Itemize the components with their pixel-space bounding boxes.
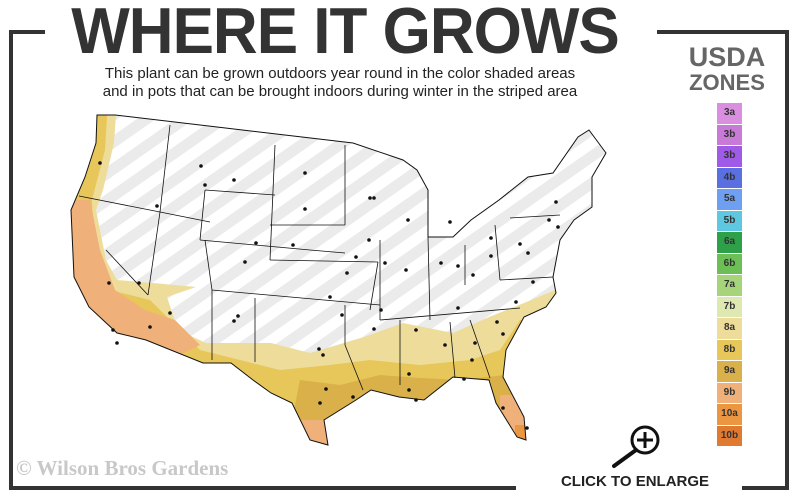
city-dot (495, 320, 499, 324)
subtitle-line-2: and in pots that can be brought indoors … (102, 83, 578, 100)
zoom-in-magnifier-icon[interactable] (605, 420, 665, 470)
city-dot (456, 306, 460, 310)
legend-swatch-3b: 3b (717, 146, 742, 167)
legend-swatch-7b: 7b (717, 296, 742, 317)
city-dot (443, 343, 447, 347)
city-dot (291, 243, 295, 247)
city-dot (203, 183, 207, 187)
city-dot (518, 242, 522, 246)
frame-top-right (657, 30, 789, 34)
legend-swatch-7a: 7a (717, 275, 742, 296)
legend-title-zones: ZONES (689, 70, 765, 95)
page-title: WHERE IT GROWS (71, 0, 619, 68)
legend-swatch-6b: 6b (717, 253, 742, 274)
watermark: © Wilson Bros Gardens (16, 456, 229, 480)
city-dot (456, 264, 460, 268)
city-dot (232, 178, 236, 182)
city-dot (556, 225, 560, 229)
city-dot (354, 255, 358, 259)
city-dot (414, 398, 418, 402)
city-dot (439, 261, 443, 265)
city-dot (383, 261, 387, 265)
city-dot (501, 332, 505, 336)
legend-swatch-3a: 3a (717, 103, 742, 124)
frame-bottom-left (9, 486, 516, 490)
frame-bottom-right (742, 486, 789, 490)
city-dot (501, 406, 505, 410)
city-dot (324, 387, 328, 391)
city-dot (98, 161, 102, 165)
state-borders (78, 124, 561, 391)
legend-swatch-10b: 10b (717, 425, 742, 446)
city-dot (489, 254, 493, 258)
city-dot (489, 236, 493, 240)
legend-swatch-9a: 9a (717, 361, 742, 382)
city-dot (340, 313, 344, 317)
zone-legend: 3a 3b 3b 4b 5a 5b 6a 6b 7a 7b 8a 8b 9a 9b 10a 10b (717, 103, 742, 447)
legend-swatch-5a: 5a (717, 189, 742, 210)
click-to-enlarge-button[interactable]: CLICK TO ENLARGE (560, 473, 710, 490)
city-dot (155, 204, 159, 208)
city-dot (462, 377, 466, 381)
legend-swatch-6a: 6a (717, 232, 742, 253)
city-dot (137, 281, 141, 285)
city-dot (372, 327, 376, 331)
subtitle-line-1: This plant can be grown outdoors year ro… (104, 65, 576, 82)
frame-top-left (9, 30, 45, 34)
city-dot (531, 280, 535, 284)
city-dot (404, 268, 408, 272)
city-dot (168, 311, 172, 315)
city-dot (254, 241, 258, 245)
city-dot (414, 328, 418, 332)
city-dot (448, 220, 452, 224)
city-dot (328, 295, 332, 299)
city-dot (111, 328, 115, 332)
zone-9a-area (280, 370, 606, 445)
city-dot (199, 164, 203, 168)
city-dot (554, 200, 558, 204)
legend-swatch-8a: 8a (717, 318, 742, 339)
city-dots (98, 161, 560, 430)
legend-swatch-4b: 4b (717, 167, 742, 188)
city-dot (407, 372, 411, 376)
city-dot (232, 319, 236, 323)
city-dot (236, 314, 240, 318)
city-dot (407, 388, 411, 392)
city-dot (473, 341, 477, 345)
city-dot (368, 196, 372, 200)
city-dot (318, 401, 322, 405)
zone-9b-area-texas (300, 420, 335, 445)
zone-9b-area-florida (500, 395, 530, 445)
city-dot (526, 251, 530, 255)
city-dot (367, 238, 371, 242)
city-dot (547, 218, 551, 222)
city-dot (351, 395, 355, 399)
legend-swatch-3b: 3b (717, 124, 742, 145)
city-dot (471, 273, 475, 277)
city-dot (107, 281, 111, 285)
city-dot (372, 196, 376, 200)
legend-swatch-9b: 9b (717, 382, 742, 403)
legend-swatch-10a: 10a (717, 404, 742, 425)
city-dot (470, 358, 474, 362)
frame-left (9, 30, 13, 490)
city-dot (303, 207, 307, 211)
city-dot (148, 325, 152, 329)
city-dot (321, 353, 325, 357)
frame-right (785, 30, 789, 490)
city-dot (379, 308, 383, 312)
legend-swatch-8b: 8b (717, 339, 742, 360)
city-dot (243, 260, 247, 264)
city-dot (115, 341, 119, 345)
city-dot (317, 347, 321, 351)
city-dot (406, 218, 410, 222)
city-dot (303, 171, 307, 175)
city-dot (345, 271, 349, 275)
city-dot (525, 426, 529, 430)
city-dot (514, 300, 518, 304)
legend-swatch-5b: 5b (717, 210, 742, 231)
legend-title-usda: USDA (688, 42, 766, 72)
us-outline (70, 114, 607, 446)
